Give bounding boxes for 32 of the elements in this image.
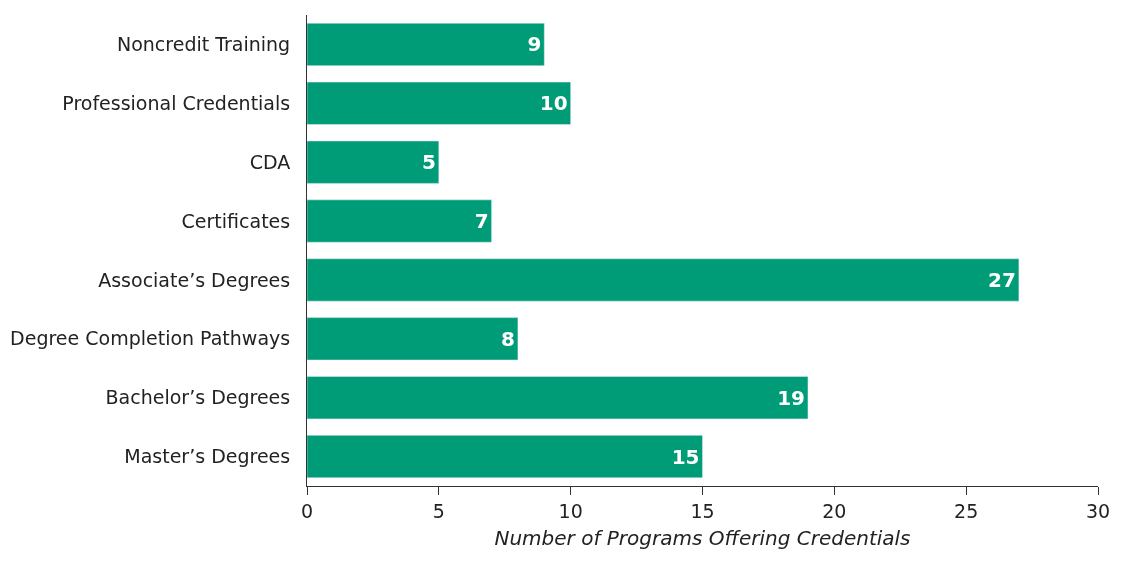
x-tick-label: 10 bbox=[558, 499, 583, 522]
y-tick-label: Degree Completion Pathways bbox=[10, 327, 291, 350]
y-tick-label: Professional Credentials bbox=[62, 91, 291, 114]
data-label: 27 bbox=[988, 267, 1016, 292]
y-tick-label: Associate’s Degrees bbox=[98, 268, 291, 291]
data-label: 15 bbox=[671, 444, 700, 469]
bar bbox=[307, 199, 492, 243]
x-axis-title: Number of Programs Offering Credentials bbox=[494, 526, 911, 551]
y-tick-label: Master’s Degrees bbox=[124, 445, 291, 468]
bar bbox=[307, 317, 519, 361]
bar bbox=[307, 258, 1020, 302]
y-tick-label: Certificates bbox=[181, 209, 291, 232]
y-tick-label: Noncredit Training bbox=[116, 33, 291, 56]
bar bbox=[307, 435, 703, 479]
x-tick-label: 30 bbox=[1085, 499, 1111, 522]
x-tick-label: 20 bbox=[822, 499, 847, 522]
x-tick-label: 15 bbox=[690, 499, 715, 522]
data-label: 5 bbox=[421, 150, 436, 175]
data-label: 7 bbox=[474, 209, 489, 234]
data-label: 19 bbox=[777, 385, 805, 410]
bar bbox=[307, 22, 545, 66]
x-tick-label: 25 bbox=[954, 499, 979, 522]
x-tick-label: 0 bbox=[300, 499, 314, 522]
data-label: 10 bbox=[539, 91, 568, 116]
data-label: 9 bbox=[527, 32, 542, 57]
bar bbox=[307, 81, 571, 125]
bar bbox=[307, 376, 809, 420]
bar bbox=[307, 140, 440, 184]
y-tick-label: Bachelor’s Degrees bbox=[105, 386, 291, 409]
y-tick-label: CDA bbox=[249, 150, 291, 173]
x-tick-label: 5 bbox=[432, 499, 445, 522]
data-label: 8 bbox=[501, 326, 515, 351]
